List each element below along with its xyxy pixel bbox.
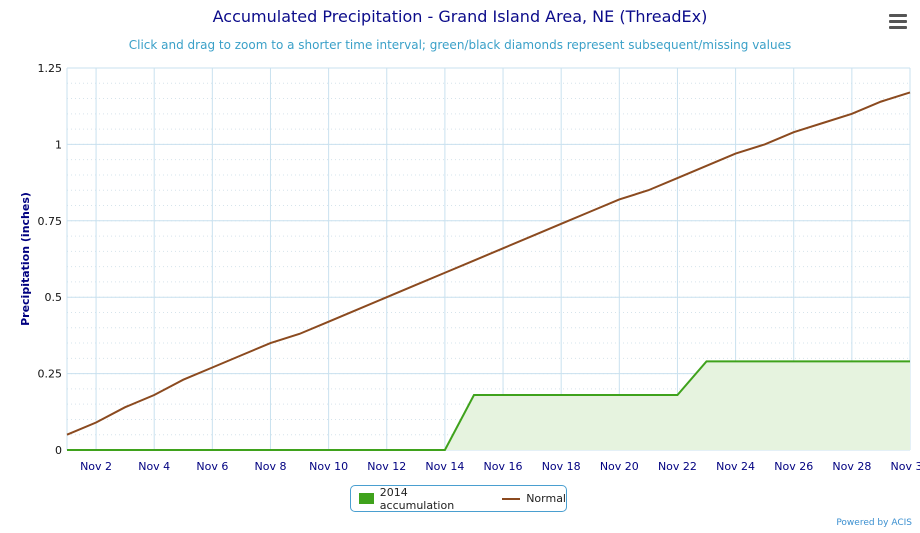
x-tick-label: Nov 26 (774, 460, 813, 473)
x-tick-label: Nov 8 (254, 460, 286, 473)
credit-link[interactable]: Powered by ACIS (836, 518, 912, 528)
x-tick-label: Nov 4 (138, 460, 170, 473)
y-tick-label: 0.25 (38, 368, 63, 381)
legend-swatch-accumulation (359, 493, 374, 504)
legend-label-normal: Normal (526, 492, 566, 505)
chart-subtitle: Click and drag to zoom to a shorter time… (128, 38, 792, 52)
legend: 2014 accumulation Normal (350, 485, 567, 512)
hamburger-menu-icon[interactable] (889, 14, 907, 30)
legend-label-accumulation: 2014 accumulation (379, 485, 455, 512)
y-tick-label: 1 (55, 138, 62, 151)
x-tick-label: Nov 12 (367, 460, 406, 473)
y-tick-label: 0 (55, 444, 62, 457)
x-tick-label: Nov 30 (891, 460, 920, 473)
chart-title: Accumulated Precipitation - Grand Island… (212, 7, 708, 26)
x-tick-label: Nov 10 (309, 460, 348, 473)
legend-item-normal[interactable]: Normal (484, 492, 566, 505)
series-accumulation-area (67, 361, 910, 450)
y-tick-label: 1.25 (38, 62, 63, 75)
x-tick-label: Nov 28 (832, 460, 871, 473)
x-tick-label: Nov 16 (484, 460, 523, 473)
x-tick-label: Nov 6 (196, 460, 228, 473)
y-axis-title: Precipitation (inches) (19, 192, 32, 326)
x-tick-label: Nov 24 (716, 460, 755, 473)
y-tick-label: 0.5 (45, 291, 63, 304)
legend-swatch-normal (502, 497, 521, 500)
series-normal-line[interactable] (66, 91, 911, 436)
legend-item-accumulation[interactable]: 2014 accumulation (351, 486, 484, 512)
y-tick-label: 0.75 (38, 215, 63, 228)
x-tick-label: Nov 2 (80, 460, 112, 473)
series-accumulation-line[interactable] (67, 360, 910, 451)
x-tick-label: Nov 20 (600, 460, 639, 473)
x-tick-label: Nov 22 (658, 460, 697, 473)
x-tick-label: Nov 18 (542, 460, 581, 473)
x-tick-label: Nov 14 (425, 460, 464, 473)
